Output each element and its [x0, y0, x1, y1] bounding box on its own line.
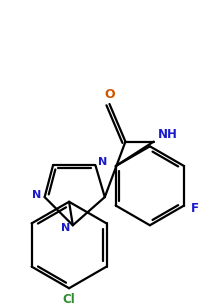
Text: N: N	[61, 223, 70, 233]
Text: O: O	[104, 88, 115, 101]
Text: F: F	[191, 202, 199, 215]
Text: NH: NH	[158, 128, 178, 141]
Text: N: N	[98, 157, 107, 167]
Text: Cl: Cl	[63, 293, 75, 306]
Text: N: N	[31, 190, 41, 200]
